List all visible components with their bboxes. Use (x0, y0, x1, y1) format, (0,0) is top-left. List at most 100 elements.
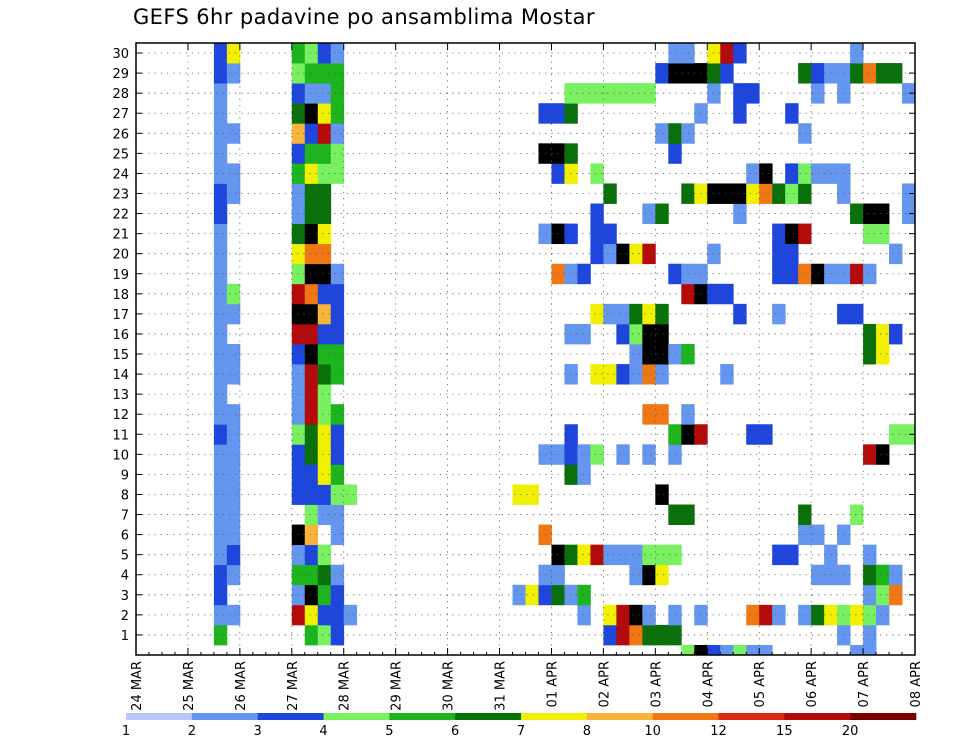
heatmap-cell (577, 604, 591, 626)
heatmap-cell (330, 444, 345, 465)
y-tick-label: 21 (112, 228, 129, 243)
heatmap-cell (330, 43, 345, 64)
heatmap-cell (330, 283, 345, 305)
y-tick-label: 29 (112, 67, 129, 82)
heatmap-cell (590, 203, 604, 224)
heatmap-cell (213, 524, 228, 546)
heatmap-cell (863, 63, 877, 84)
x-tick-label: 08 APR (909, 661, 924, 707)
heatmap-cell (616, 604, 630, 626)
legend-label: 8 (583, 724, 591, 739)
heatmap-cell (317, 203, 332, 224)
heatmap-cell (603, 83, 617, 104)
heatmap-cell (642, 564, 656, 586)
heatmap-cell (291, 564, 306, 586)
heatmap-cell (317, 223, 332, 245)
heatmap-cell (226, 283, 241, 305)
heatmap-cell (330, 624, 345, 646)
heatmap-cell (655, 343, 669, 365)
heatmap-cell (213, 584, 228, 606)
heatmap-cell (889, 564, 903, 586)
heatmap-cell (213, 223, 228, 245)
heatmap-cell (850, 263, 864, 285)
heatmap-cell (577, 544, 591, 566)
heatmap-cell (317, 584, 332, 606)
y-tick-label: 6 (121, 529, 129, 544)
heatmap-cell (616, 624, 630, 646)
heatmap-cell (304, 564, 319, 586)
heatmap-cell (304, 163, 319, 184)
heatmap-cell (668, 604, 682, 626)
heatmap-cell (304, 43, 319, 64)
heatmap-cell (213, 323, 228, 345)
heatmap-cell (603, 364, 617, 385)
heatmap-cell (304, 283, 319, 305)
y-tick-label: 10 (112, 448, 129, 463)
heatmap-cell (629, 564, 643, 586)
heatmap-cell (213, 604, 228, 626)
heatmap-cell (213, 624, 228, 646)
heatmap-cell (655, 203, 669, 224)
heatmap-cell (291, 223, 306, 245)
heatmap-cell (668, 263, 682, 285)
heatmap-cell (304, 103, 319, 124)
heatmap-cell (330, 364, 345, 385)
heatmap-cell (317, 123, 332, 144)
legend-label: 20 (842, 724, 859, 739)
heatmap-cell (317, 624, 332, 646)
heatmap-cell (876, 343, 890, 365)
heatmap-cell (317, 183, 332, 204)
heatmap-cell (226, 183, 241, 204)
heatmap-cell (226, 404, 241, 425)
heatmap-cell (226, 364, 241, 385)
heatmap-cell (772, 223, 786, 245)
heatmap-cell (330, 464, 345, 485)
heatmap-cell (213, 123, 228, 144)
heatmap-cell (577, 83, 591, 104)
heatmap-cell (603, 624, 617, 646)
heatmap-cell (213, 343, 228, 365)
heatmap-cell (733, 83, 747, 104)
heatmap-cell (330, 163, 345, 184)
heatmap-cell (759, 644, 773, 656)
heatmap-cell (317, 404, 332, 425)
y-tick-label: 4 (121, 569, 129, 584)
y-tick-label: 18 (112, 288, 129, 303)
heatmap-cell (226, 604, 241, 626)
heatmap-cell (616, 243, 630, 265)
y-tick-label: 23 (112, 187, 129, 202)
heatmap-cell (668, 444, 682, 465)
x-tick-label: 24 MAR (130, 661, 145, 711)
heatmap-cell (616, 303, 630, 325)
heatmap-cell (759, 163, 773, 184)
heatmap-cell (226, 504, 241, 525)
heatmap-cell (226, 464, 241, 485)
heatmap-cell (590, 243, 604, 265)
legend-swatch (586, 713, 653, 720)
heatmap-cell (616, 323, 630, 345)
heatmap-cell (798, 163, 812, 184)
heatmap-cell (330, 404, 345, 425)
heatmap-cell (317, 243, 332, 265)
heatmap-cell (707, 43, 721, 64)
heatmap-cell (668, 624, 682, 646)
y-tick-label: 27 (112, 107, 129, 122)
heatmap-cell (330, 564, 345, 586)
heatmap-cell (707, 83, 721, 104)
heatmap-cell (291, 484, 306, 505)
heatmap-cell (603, 183, 617, 204)
heatmap-cell (317, 103, 332, 124)
heatmap-cell (291, 524, 306, 546)
heatmap-cell (317, 263, 332, 285)
heatmap-cell (668, 43, 682, 64)
heatmap-cell (733, 303, 747, 325)
heatmap-cell (304, 143, 319, 164)
heatmap-cell (226, 63, 241, 84)
legend-swatch (784, 713, 851, 720)
heatmap-cell (213, 143, 228, 164)
heatmap-cell (291, 464, 306, 485)
heatmap-cell (304, 404, 319, 425)
heatmap-cell (291, 243, 306, 265)
legend-swatch (323, 713, 390, 720)
legend-swatch (191, 713, 258, 720)
